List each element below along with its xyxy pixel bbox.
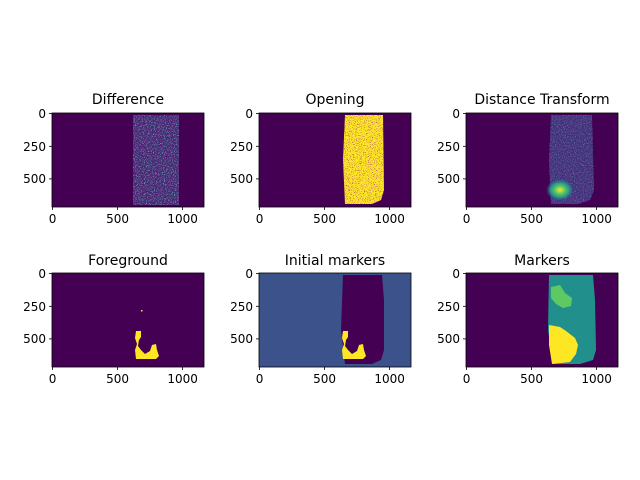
image-area [52,273,204,367]
image-area [466,273,618,367]
x-tick-label: 500 [106,372,129,386]
x-tick-label: 500 [313,372,336,386]
y-tick-label: 500 [230,172,253,186]
x-tick-label: 1000 [374,372,405,386]
y-tick-label: 250 [437,140,460,154]
x-ticks: 0 500 1000 [49,367,198,386]
panel-initial-markers: Initial markers 0 250 500 0 500 1000 [230,253,412,386]
y-tick-label: 500 [23,172,46,186]
y-tick-label: 0 [245,267,253,281]
y-tick-label: 500 [23,332,46,346]
object-texture-dark [133,115,179,205]
y-tick-label: 250 [230,300,253,314]
image-area [52,113,204,207]
y-tick-label: 250 [23,300,46,314]
background-region [52,273,204,367]
x-ticks: 0 500 1000 [463,207,612,226]
background-label [259,273,411,367]
x-tick-label: 0 [463,212,471,226]
y-tick-label: 250 [230,140,253,154]
x-tick-label: 1000 [167,212,198,226]
distance-peak [546,179,574,201]
panel-title: Distance Transform [474,92,609,108]
y-tick-label: 0 [245,107,253,121]
background-region [52,113,204,207]
y-ticks: 0 250 500 [437,107,466,186]
panel-difference: Difference 0 250 500 0 500 1000 [23,92,205,226]
object-speckles [343,115,384,204]
y-tick-label: 500 [437,332,460,346]
axes-frame [258,112,412,208]
unknown-region [341,275,384,364]
y-tick-label: 500 [230,332,253,346]
y-tick-label: 0 [452,267,460,281]
foreground-marker [342,331,366,359]
y-ticks: 0 250 500 [23,267,52,346]
panel-title: Difference [92,92,164,108]
background-region [466,113,618,207]
y-tick-label: 250 [437,300,460,314]
panel-distance-transform: Distance Transform 0 250 500 0 500 1000 [437,92,619,226]
x-ticks: 0 500 1000 [256,207,405,226]
y-ticks: 0 250 500 [437,267,466,346]
image-area [259,113,411,207]
x-tick-label: 500 [106,212,129,226]
axes-frame [51,272,205,368]
x-tick-label: 0 [49,372,57,386]
x-tick-label: 1000 [581,212,612,226]
panel-title: Opening [305,92,364,108]
y-tick-label: 250 [23,140,46,154]
background-region [259,113,411,207]
y-ticks: 0 250 500 [230,267,259,346]
panel-markers: Markers 0 250 500 0 500 1000 [437,253,619,386]
panel-title: Markers [514,253,570,269]
x-ticks: 0 500 1000 [256,367,405,386]
x-tick-label: 1000 [167,372,198,386]
panel-title: Foreground [88,253,168,269]
panel-foreground: Foreground 0 250 500 0 500 1000 [23,253,205,386]
y-tick-label: 0 [38,107,46,121]
x-tick-label: 0 [256,372,264,386]
y-tick-label: 0 [38,267,46,281]
lower-label [549,325,578,364]
y-tick-label: 0 [452,107,460,121]
y-ticks: 0 250 500 [23,107,52,186]
x-tick-label: 0 [49,212,57,226]
foreground-blob [135,331,159,359]
x-tick-label: 0 [463,372,471,386]
x-tick-label: 1000 [374,212,405,226]
upper-label [551,285,572,308]
axes-frame [465,272,619,368]
x-tick-label: 500 [520,372,543,386]
x-tick-label: 1000 [581,372,612,386]
axes-frame [258,272,412,368]
x-tick-label: 0 [256,212,264,226]
foreground-dot [141,310,143,312]
y-ticks: 0 250 500 [230,107,259,186]
x-tick-label: 500 [313,212,336,226]
axes-frame [465,112,619,208]
image-area [466,113,618,207]
panel-title: Initial markers [285,253,385,269]
x-ticks: 0 500 1000 [463,367,612,386]
y-tick-label: 500 [437,172,460,186]
x-tick-label: 500 [520,212,543,226]
image-area [259,273,411,367]
panel-opening: Opening 0 250 500 0 500 1000 [230,92,412,226]
x-ticks: 0 500 1000 [49,207,198,226]
axes-frame [51,112,205,208]
